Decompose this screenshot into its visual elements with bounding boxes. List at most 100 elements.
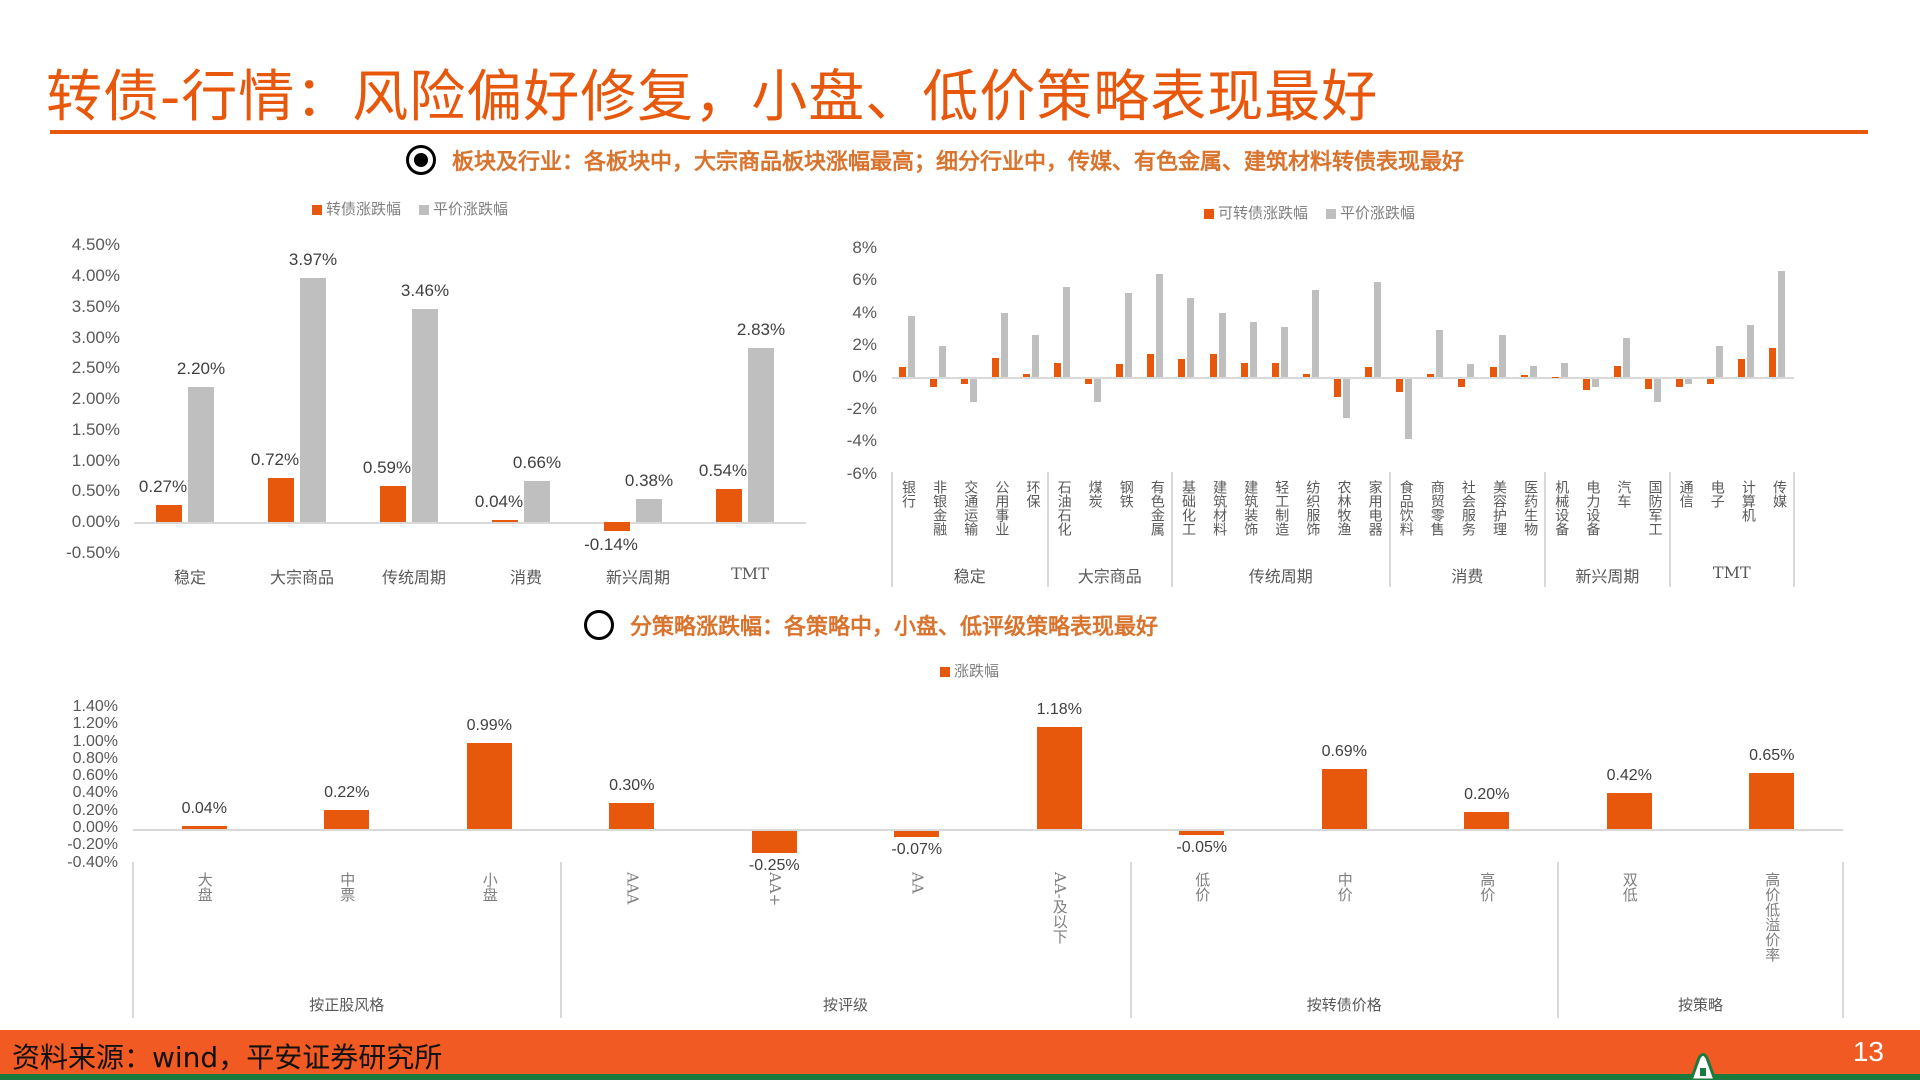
y-tick-label: 1.50% bbox=[71, 419, 120, 439]
source-note: 资料来源：wind，平安证券研究所 bbox=[12, 1041, 443, 1074]
x-category-label: 非银金融 bbox=[931, 480, 948, 536]
data-label: 0.66% bbox=[512, 453, 562, 473]
data-label: 0.42% bbox=[1606, 766, 1652, 784]
y-tick-label: 8% bbox=[852, 238, 877, 258]
data-label: 3.97% bbox=[288, 249, 338, 269]
bar-cb bbox=[1551, 377, 1559, 378]
bar-cb bbox=[929, 379, 937, 388]
chart1-legend: 转债涨跌幅 平价涨跌幅 bbox=[312, 198, 508, 219]
bar-parity bbox=[524, 481, 550, 522]
bar-parity bbox=[1436, 330, 1444, 377]
y-tick-label: 0.20% bbox=[72, 801, 118, 819]
bar-cb bbox=[1769, 348, 1777, 377]
bar-cb bbox=[898, 367, 906, 377]
bar-parity bbox=[1156, 273, 1164, 377]
group-separator bbox=[1388, 472, 1391, 587]
x-category-label: 环保 bbox=[1024, 480, 1041, 508]
bar-cb bbox=[1520, 375, 1528, 377]
y-tick-label: -0.50% bbox=[66, 542, 120, 562]
bar-cb bbox=[1240, 362, 1248, 377]
y-tick-label: -0.20% bbox=[67, 836, 118, 854]
x-category-label: 大盘 bbox=[195, 872, 214, 902]
bar-parity bbox=[1374, 282, 1382, 377]
bar-parity bbox=[300, 277, 326, 522]
x-category-label: 商贸零售 bbox=[1428, 480, 1445, 536]
x-category-label: 医药生物 bbox=[1522, 480, 1539, 536]
bar-cb bbox=[1676, 379, 1684, 388]
bar-parity bbox=[1560, 362, 1568, 377]
x-category-label: 社会服务 bbox=[1459, 480, 1476, 536]
data-label: 2.83% bbox=[736, 319, 786, 339]
x-category-label: 中票 bbox=[338, 872, 357, 902]
bar-parity bbox=[1529, 365, 1537, 377]
x-category-label: AA-及以下 bbox=[1050, 872, 1069, 944]
bar-parity bbox=[1405, 379, 1413, 439]
group-label: 新兴周期 bbox=[1575, 567, 1640, 586]
x-category-label: 高价低溢价率 bbox=[1763, 872, 1782, 962]
x-category-label: AAA bbox=[623, 872, 642, 905]
data-label: 0.72% bbox=[250, 449, 300, 469]
bar-cb bbox=[1209, 354, 1217, 377]
bar-cb bbox=[1271, 362, 1279, 377]
bar-change bbox=[1036, 726, 1082, 829]
group-separator bbox=[132, 862, 134, 1018]
bar-cb bbox=[1022, 373, 1030, 377]
y-tick-label: 4.00% bbox=[71, 266, 120, 285]
data-label: 0.69% bbox=[1321, 743, 1367, 761]
x-category-label: 小盘 bbox=[480, 872, 499, 902]
bar-change bbox=[609, 803, 655, 829]
y-tick-label: -6% bbox=[846, 463, 877, 483]
y-tick-label: 1.00% bbox=[71, 450, 120, 470]
bar-parity bbox=[1063, 286, 1071, 377]
data-label: 0.99% bbox=[466, 717, 512, 735]
bar-parity bbox=[1591, 379, 1599, 388]
y-tick-label: 1.20% bbox=[72, 715, 118, 733]
data-label: 0.04% bbox=[181, 799, 227, 817]
x-category-label: 美容护理 bbox=[1491, 480, 1508, 536]
group-separator bbox=[1129, 862, 1132, 1018]
data-label: 0.30% bbox=[609, 777, 655, 795]
group-label: 按评级 bbox=[822, 996, 869, 1014]
bar-change bbox=[181, 825, 227, 829]
x-axis-line bbox=[892, 377, 1794, 379]
bar-parity bbox=[1218, 312, 1226, 377]
data-label: -0.14% bbox=[584, 534, 638, 554]
y-tick-label: 0.60% bbox=[72, 767, 118, 785]
y-tick-label: 3.50% bbox=[71, 296, 120, 316]
y-tick-label: 2.50% bbox=[71, 358, 120, 378]
group-label: TMT bbox=[1712, 563, 1751, 582]
y-tick-label: 3.00% bbox=[71, 327, 120, 347]
x-category-label: AA bbox=[908, 872, 927, 894]
data-label: 0.04% bbox=[474, 491, 524, 511]
x-category-label: 通信 bbox=[1677, 480, 1694, 508]
bar-cb bbox=[960, 379, 968, 384]
x-category-label: 公用事业 bbox=[993, 480, 1010, 536]
group-separator bbox=[1046, 472, 1049, 587]
bar-bond bbox=[716, 488, 742, 522]
data-label: 2.20% bbox=[176, 358, 226, 378]
x-category-label: 石油石化 bbox=[1055, 480, 1072, 536]
x-category-label: 新兴周期 bbox=[605, 568, 671, 587]
bar-parity bbox=[412, 309, 438, 522]
bar-cb bbox=[1645, 379, 1653, 389]
bar-change bbox=[1749, 772, 1795, 829]
x-category-label: 高价 bbox=[1478, 872, 1497, 902]
bar-change bbox=[466, 743, 512, 829]
x-category-label: 钢铁 bbox=[1117, 480, 1134, 508]
bar-cb bbox=[1178, 359, 1186, 377]
group-separator bbox=[1557, 862, 1559, 1018]
data-label: -0.25% bbox=[748, 856, 800, 874]
sector-chart: 4.50% 4.00% 3.50% 3.00% 2.50% 2.00% 1.50% 1.00%… bbox=[0, 0, 820, 600]
data-label: 0.22% bbox=[324, 783, 370, 801]
x-category-label: 轻工制造 bbox=[1273, 480, 1290, 536]
bar-parity bbox=[1187, 298, 1195, 377]
y-tick-label: 4.50% bbox=[71, 235, 120, 255]
x-category-label: TMT bbox=[731, 564, 769, 583]
data-label: 0.20% bbox=[1464, 785, 1510, 803]
footer-bar bbox=[0, 1030, 1920, 1074]
section-strategy-text: 分策略涨跌幅：各策略中，小盘、低评级策略表现最好 bbox=[630, 615, 1159, 640]
x-category-label: 电子 bbox=[1708, 480, 1725, 508]
y-tick-label: 6% bbox=[852, 270, 877, 290]
bar-cb bbox=[1085, 379, 1093, 384]
group-label: 稳定 bbox=[953, 567, 986, 586]
